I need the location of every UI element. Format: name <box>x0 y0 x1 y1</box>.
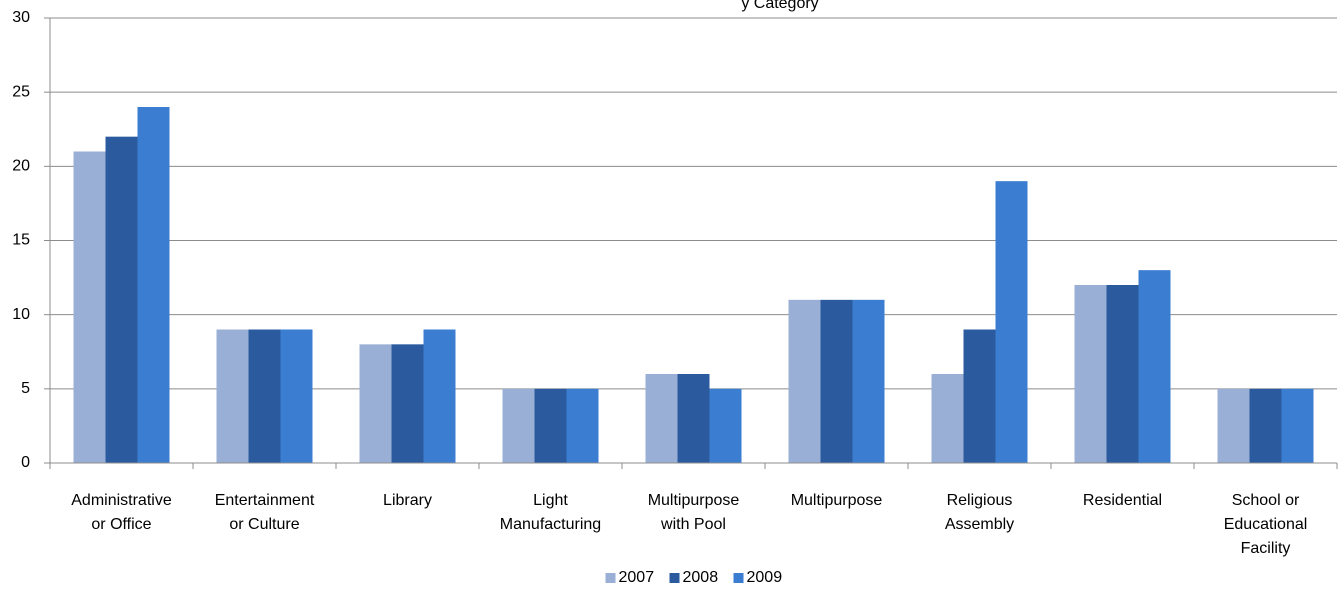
bar <box>73 151 106 463</box>
bar <box>645 374 678 463</box>
y-tick-label: 25 <box>12 83 30 100</box>
x-tick-label: Entertainment or Culture <box>215 492 315 533</box>
bar <box>1074 285 1107 463</box>
legend-label: 2008 <box>683 569 719 586</box>
bar <box>534 388 567 463</box>
bar <box>423 329 456 463</box>
legend-label: 2007 <box>619 569 655 586</box>
bar <box>502 388 535 463</box>
bar <box>1106 285 1139 463</box>
bar <box>216 329 249 463</box>
x-tick-label: Multipurpose with Pool <box>648 492 740 533</box>
x-tick-label: School or Educational Facility <box>1224 492 1308 557</box>
bar <box>709 388 742 463</box>
bar <box>1217 388 1250 463</box>
legend-label: 2009 <box>747 569 783 586</box>
bar <box>105 136 138 463</box>
legend-swatch <box>733 573 744 583</box>
bar <box>820 299 853 463</box>
bar <box>852 299 885 463</box>
x-tick-label: Administrative or Office <box>71 492 172 533</box>
bar <box>391 344 424 463</box>
x-tick-label: Multipurpose <box>791 492 883 509</box>
bar <box>248 329 281 463</box>
x-tick-label: Light Manufacturing <box>500 492 601 533</box>
bar <box>1138 270 1171 463</box>
y-tick-label: 10 <box>12 306 30 323</box>
legend-swatch <box>605 573 616 583</box>
bar <box>995 181 1028 463</box>
y-tick-label: 30 <box>12 9 30 26</box>
x-tick-label: Library <box>383 492 432 509</box>
bar <box>677 374 710 463</box>
bar <box>137 107 170 463</box>
bar <box>931 374 964 463</box>
bar <box>359 344 392 463</box>
y-tick-label: 15 <box>12 232 30 249</box>
bar <box>1249 388 1282 463</box>
bar <box>963 329 996 463</box>
bar <box>280 329 313 463</box>
y-tick-label: 5 <box>21 380 30 397</box>
chart-title: y Category <box>741 0 818 12</box>
y-tick-label: 0 <box>21 454 30 471</box>
bar <box>1281 388 1314 463</box>
x-tick-label: Religious Assembly <box>945 492 1014 533</box>
bar <box>566 388 599 463</box>
y-tick-label: 20 <box>12 158 30 175</box>
bar <box>788 299 821 463</box>
legend-swatch <box>669 573 680 583</box>
x-tick-label: Residential <box>1083 492 1162 509</box>
